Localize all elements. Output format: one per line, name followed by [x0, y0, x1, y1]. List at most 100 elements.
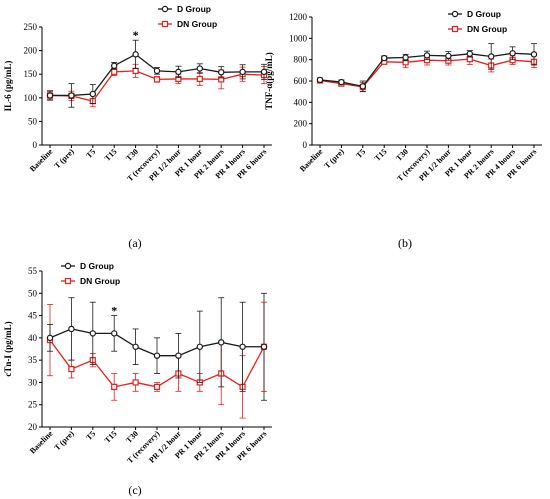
data-point	[509, 50, 516, 57]
data-point	[196, 343, 203, 350]
x-tick-label: T5	[354, 147, 367, 160]
legend-label: DN Group	[80, 276, 120, 286]
data-point	[239, 68, 246, 76]
x-tick-label: T5	[84, 147, 97, 160]
data-point	[175, 352, 182, 359]
data-point	[89, 330, 97, 337]
series-d-group	[46, 292, 268, 401]
legend-label: D Group	[80, 261, 114, 271]
data-point	[68, 365, 75, 373]
y-tick-label: 45	[28, 311, 38, 321]
y-axis-label: cTn-I (pg/mL)	[3, 321, 13, 376]
data-point	[466, 50, 473, 58]
y-tick-label: 1000	[289, 33, 308, 43]
data-point	[359, 83, 366, 90]
series-line	[49, 70, 265, 102]
significance-asterisk: *	[111, 304, 117, 318]
legend-item-dn-group: DN Group	[61, 276, 120, 286]
data-point	[196, 75, 203, 83]
legend-item-d-group: D Group	[61, 261, 114, 271]
data-point	[402, 54, 409, 61]
series-d-group	[316, 43, 538, 93]
legend-marker	[64, 262, 72, 270]
x-tick-label: T15	[373, 147, 389, 163]
legend-label: D Group	[177, 4, 211, 14]
data-point	[260, 343, 268, 350]
legend-item-dn-group: DN Group	[448, 24, 507, 34]
legend-item-d-group: D Group	[448, 9, 501, 19]
legend-marker	[161, 5, 169, 13]
y-tick-label: 100	[24, 93, 38, 103]
x-tick-label: T15	[103, 147, 119, 163]
x-tick-label: T30	[394, 147, 410, 163]
data-point	[217, 69, 225, 76]
data-point	[153, 352, 161, 359]
data-point	[132, 343, 139, 350]
data-point	[488, 53, 495, 60]
y-tick-label: 1200	[289, 12, 308, 22]
y-tick-label: 30	[28, 377, 38, 387]
legend-label: D Group	[467, 9, 501, 19]
data-point	[153, 383, 161, 390]
significance-asterisk: *	[133, 28, 139, 42]
series-line	[50, 53, 264, 97]
data-point	[153, 76, 161, 83]
data-point	[423, 52, 431, 59]
data-point	[68, 325, 75, 333]
y-tick-label: 25	[28, 400, 38, 410]
x-tick-label: Baseline	[28, 147, 55, 174]
data-point	[239, 343, 246, 350]
data-point	[68, 92, 75, 99]
x-tick-label: T (pre)	[53, 429, 77, 453]
legend-marker	[64, 277, 72, 285]
x-tick-label: T15	[103, 429, 119, 445]
data-point	[132, 379, 139, 386]
data-point	[530, 51, 538, 58]
data-point	[111, 383, 118, 390]
x-tick-label: T30	[124, 429, 140, 445]
series-d-group	[46, 39, 268, 108]
y-tick-label: 40	[28, 333, 38, 343]
y-tick-label: 250	[24, 22, 38, 32]
data-point	[110, 330, 118, 337]
x-tick-label: T (pre)	[53, 147, 77, 171]
legend-item-d-group: D Group	[158, 4, 211, 14]
panel-label: (b)	[398, 236, 412, 250]
y-tick-label: 800	[294, 55, 308, 65]
data-point	[217, 339, 225, 346]
x-tick-label: T5	[84, 429, 97, 442]
data-point	[316, 76, 324, 84]
data-point	[381, 54, 388, 62]
legend-marker	[451, 25, 459, 33]
legend-label: DN Group	[467, 24, 507, 34]
x-tick-label: Baseline	[298, 147, 325, 174]
data-point	[153, 67, 161, 75]
data-point	[445, 52, 452, 60]
y-tick-label: 400	[294, 97, 308, 107]
y-tick-label: 50	[28, 288, 38, 298]
y-tick-label: 20	[28, 422, 38, 432]
y-tick-label: 50	[28, 116, 38, 126]
y-tick-label: 150	[24, 69, 38, 79]
y-tick-label: 200	[24, 46, 38, 56]
panel-label: (a)	[128, 236, 141, 250]
legend-label: DN Group	[177, 19, 217, 29]
x-tick-label: Baseline	[28, 429, 55, 456]
data-point	[338, 78, 345, 86]
x-tick-label: T30	[124, 147, 140, 163]
y-tick-label: 600	[294, 76, 308, 86]
y-tick-label: 0	[33, 140, 38, 150]
data-point	[132, 51, 139, 58]
x-tick-label: T (pre)	[323, 147, 347, 171]
legend-marker	[161, 20, 169, 28]
data-point	[260, 68, 268, 76]
y-tick-label: 55	[28, 266, 38, 276]
y-tick-label: 200	[294, 119, 308, 129]
y-tick-label: 35	[28, 355, 38, 365]
data-point	[196, 65, 203, 72]
legend-marker	[451, 10, 459, 18]
data-point	[110, 62, 118, 69]
